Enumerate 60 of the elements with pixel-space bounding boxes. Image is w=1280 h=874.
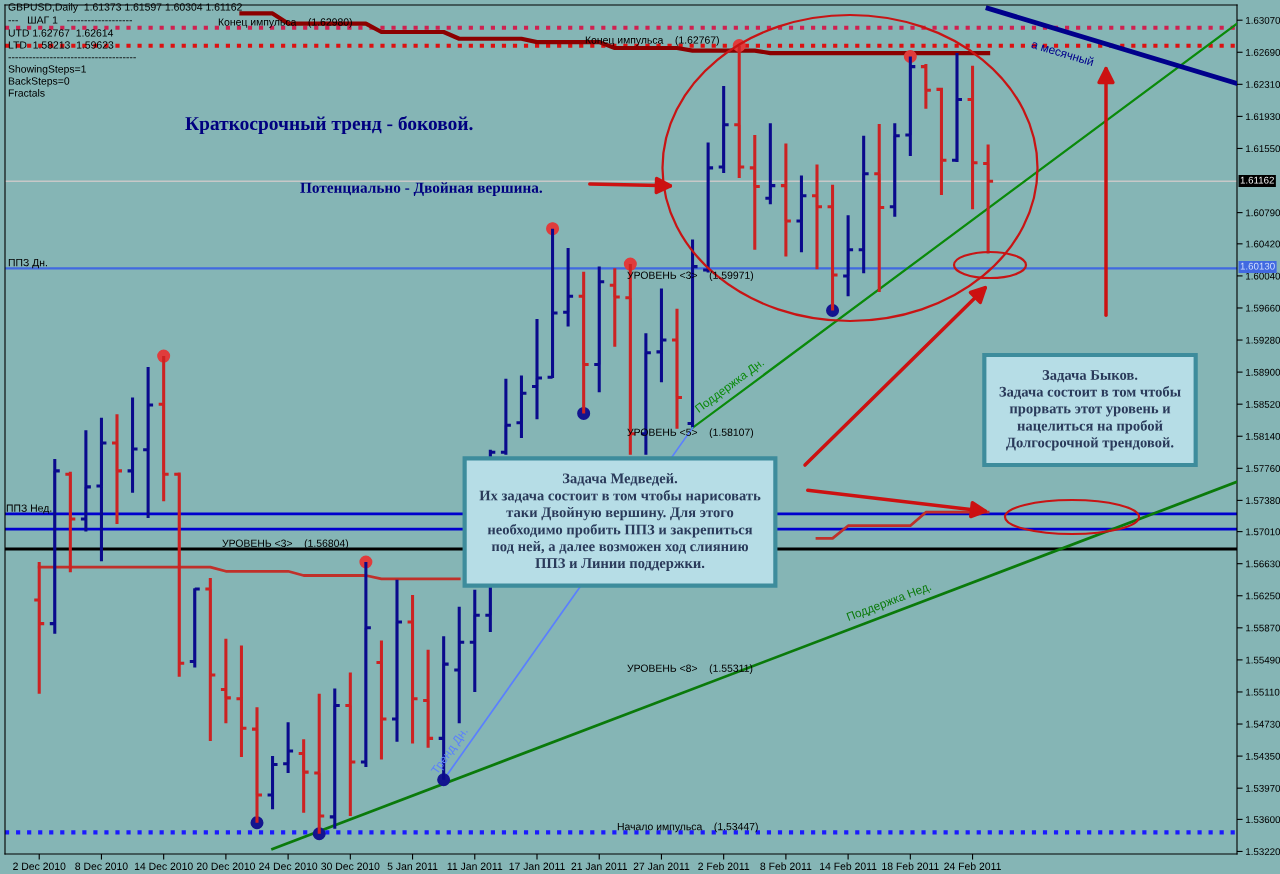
y-tick-label: 1.61930 (1246, 113, 1280, 121)
annotation: Задача Медведей. Их задача состоит в том чтобы нарисовать таки Двойную вершину. Для этого необходимо пробить ППЗ и закрепиться под ней, а далее возможен ход слиянию ППЗ и Линии поддержки. (479, 473, 761, 571)
y-tick-label: 1.55490 (1246, 656, 1280, 664)
ref-line-label: ППЗ Дн. (8, 258, 47, 269)
ref-line-label: Начало импульса (1.53447) (617, 822, 758, 833)
x-tick-label: 14 Feb 2011 (820, 862, 877, 870)
y-tick-label: 1.59660 (1246, 304, 1280, 312)
y-tick-label: 1.55870 (1246, 624, 1280, 632)
y-tick-label: 1.57380 (1246, 497, 1280, 505)
annotation: 1.61162 (1240, 176, 1274, 184)
x-tick-label: 24 Feb 2011 (944, 862, 1001, 870)
annotation: --- ШАГ 1 ------------------- (8, 16, 133, 24)
annotation: Задача Быков. Задача состоит в том чтобы прорвать этот уровень и нацелиться на пробой Долгосрочной трендовой. (999, 370, 1181, 451)
x-tick-label: 8 Dec 2010 (75, 862, 128, 870)
annotation: Fractals (8, 89, 45, 97)
y-tick-label: 1.58140 (1246, 432, 1280, 440)
y-tick-label: 1.56250 (1246, 592, 1280, 600)
y-tick-label: 1.60040 (1246, 272, 1280, 280)
x-tick-label: 24 Dec 2010 (259, 862, 318, 870)
y-tick-label: 1.56630 (1246, 560, 1280, 568)
y-tick-label: 1.59280 (1246, 336, 1280, 344)
annotation: Краткосрочный тренд - боковой. (185, 115, 473, 135)
y-tick-label: 1.55110 (1246, 688, 1280, 696)
annotation: ShowingSteps=1 (8, 65, 86, 75)
annotation: BackSteps=0 (8, 77, 70, 87)
y-tick-label: 1.53600 (1246, 816, 1280, 824)
x-tick-label: 30 Dec 2010 (321, 862, 380, 870)
y-tick-label: 1.54350 (1246, 752, 1280, 760)
annotation: ------------------------------------- (8, 57, 136, 59)
annotation: UTD 1.62767 1.62614 (8, 29, 114, 37)
x-tick-label: 11 Jan 2011 (447, 862, 503, 870)
x-tick-label: 8 Feb 2011 (760, 862, 812, 870)
x-tick-label: 20 Dec 2010 (196, 862, 256, 870)
ref-line-label: ППЗ Нед. (6, 504, 52, 514)
x-tick-label: 2 Feb 2011 (698, 862, 750, 870)
x-tick-label: 5 Jan 2011 (387, 862, 438, 870)
y-tick-label: 1.62310 (1246, 81, 1280, 88)
y-tick-label: 1.57010 (1246, 528, 1280, 536)
x-tick-label: 27 Jan 2011 (633, 862, 690, 870)
y-tick-label: 1.60420 (1246, 240, 1280, 248)
x-tick-label: 2 Dec 2010 (13, 862, 66, 870)
y-tick-label: 1.53970 (1246, 784, 1280, 792)
y-tick-label: 1.54730 (1246, 720, 1280, 728)
y-tick-label: 1.61550 (1246, 145, 1280, 153)
x-tick-label: 17 Jan 2011 (509, 862, 565, 870)
annotation: LTD 1.58213 1.59623 (8, 41, 114, 49)
annotation: Потенциально - Двойная вершина. (300, 182, 543, 196)
ref-line-label: УРОВЕНЬ <3> (1.56804) (222, 539, 349, 549)
y-tick-label: 1.53220 (1246, 848, 1280, 856)
y-tick-label: 1.58900 (1246, 368, 1280, 376)
y-tick-label: 1.62690 (1246, 48, 1280, 56)
y-tick-label: 1.60790 (1246, 209, 1280, 217)
x-tick-label: 14 Dec 2010 (134, 862, 193, 870)
y-tick-label: 1.63070 (1246, 16, 1280, 24)
annotation: 1.60130 (1240, 262, 1275, 270)
annotation: GBPUSD,Daily 1.61373 1.61597 1.60304 1.61162 (8, 3, 242, 13)
y-tick-label: 1.58520 (1246, 400, 1280, 408)
x-tick-label: 21 Jan 2011 (571, 862, 627, 870)
y-tick-label: 1.57760 (1246, 465, 1280, 472)
x-tick-label: 18 Feb 2011 (882, 862, 939, 870)
